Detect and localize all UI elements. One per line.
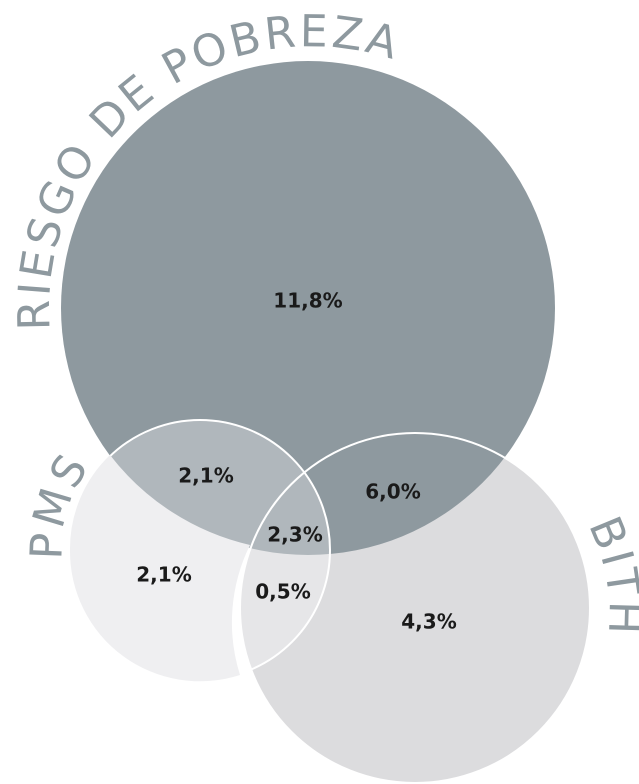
region-label: 2,3% bbox=[267, 523, 322, 547]
region-label: 11,8% bbox=[273, 289, 342, 313]
bith-outline bbox=[239, 432, 591, 784]
region-label: 2,1% bbox=[136, 563, 191, 587]
poverty-circle bbox=[61, 61, 555, 555]
pms-only bbox=[69, 455, 250, 682]
region-label: 6,0% bbox=[365, 480, 420, 504]
region-label: 2,1% bbox=[178, 464, 233, 488]
region-label: 4,3% bbox=[401, 610, 456, 634]
region-label: 0,5% bbox=[255, 580, 310, 604]
